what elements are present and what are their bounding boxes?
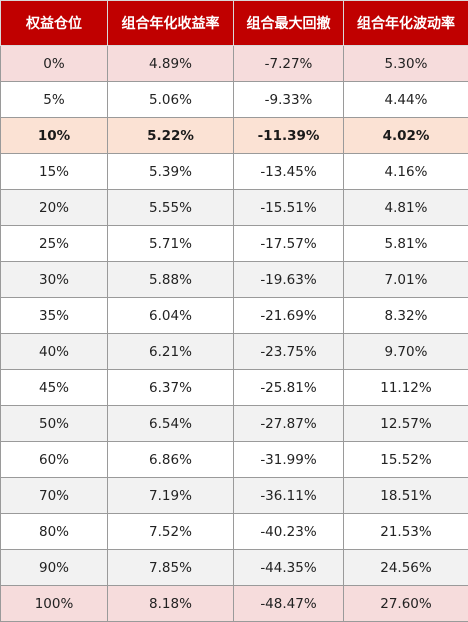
table-row: 70%7.19%-36.11%18.51% xyxy=(1,478,468,514)
cell-annualized-return: 5.06% xyxy=(108,82,234,118)
cell-equity-position: 50% xyxy=(1,406,108,442)
header-max-drawdown: 组合最大回撤 xyxy=(234,1,344,46)
table-row: 100%8.18%-48.47%27.60% xyxy=(1,586,468,622)
table-row: 5%5.06%-9.33%4.44% xyxy=(1,82,468,118)
cell-equity-position: 90% xyxy=(1,550,108,586)
cell-annualized-volatility: 9.70% xyxy=(344,334,468,370)
cell-equity-position: 5% xyxy=(1,82,108,118)
cell-annualized-return: 7.19% xyxy=(108,478,234,514)
cell-equity-position: 60% xyxy=(1,442,108,478)
cell-max-drawdown: -25.81% xyxy=(234,370,344,406)
table-row: 15%5.39%-13.45%4.16% xyxy=(1,154,468,190)
cell-annualized-volatility: 5.30% xyxy=(344,46,468,82)
table-row: 0%4.89%-7.27%5.30% xyxy=(1,46,468,82)
cell-annualized-volatility: 8.32% xyxy=(344,298,468,334)
header-annualized-volatility: 组合年化波动率 xyxy=(344,1,468,46)
cell-annualized-volatility: 5.81% xyxy=(344,226,468,262)
cell-max-drawdown: -13.45% xyxy=(234,154,344,190)
header-equity-position: 权益仓位 xyxy=(1,1,108,46)
cell-annualized-return: 6.21% xyxy=(108,334,234,370)
cell-annualized-volatility: 24.56% xyxy=(344,550,468,586)
cell-max-drawdown: -44.35% xyxy=(234,550,344,586)
cell-equity-position: 100% xyxy=(1,586,108,622)
table-row: 40%6.21%-23.75%9.70% xyxy=(1,334,468,370)
cell-annualized-volatility: 18.51% xyxy=(344,478,468,514)
table-row: 30%5.88%-19.63%7.01% xyxy=(1,262,468,298)
cell-max-drawdown: -40.23% xyxy=(234,514,344,550)
cell-annualized-return: 6.86% xyxy=(108,442,234,478)
cell-annualized-return: 8.18% xyxy=(108,586,234,622)
cell-max-drawdown: -21.69% xyxy=(234,298,344,334)
cell-max-drawdown: -23.75% xyxy=(234,334,344,370)
cell-annualized-volatility: 15.52% xyxy=(344,442,468,478)
cell-max-drawdown: -9.33% xyxy=(234,82,344,118)
cell-max-drawdown: -36.11% xyxy=(234,478,344,514)
cell-annualized-volatility: 12.57% xyxy=(344,406,468,442)
cell-annualized-return: 7.52% xyxy=(108,514,234,550)
cell-annualized-return: 4.89% xyxy=(108,46,234,82)
table-row: 80%7.52%-40.23%21.53% xyxy=(1,514,468,550)
cell-equity-position: 35% xyxy=(1,298,108,334)
cell-equity-position: 80% xyxy=(1,514,108,550)
table-row: 25%5.71%-17.57%5.81% xyxy=(1,226,468,262)
cell-max-drawdown: -48.47% xyxy=(234,586,344,622)
header-row: 权益仓位 组合年化收益率 组合最大回撤 组合年化波动率 xyxy=(1,1,468,46)
cell-max-drawdown: -27.87% xyxy=(234,406,344,442)
cell-max-drawdown: -31.99% xyxy=(234,442,344,478)
cell-max-drawdown: -19.63% xyxy=(234,262,344,298)
cell-equity-position: 70% xyxy=(1,478,108,514)
table-row: 50%6.54%-27.87%12.57% xyxy=(1,406,468,442)
cell-equity-position: 15% xyxy=(1,154,108,190)
cell-annualized-return: 5.88% xyxy=(108,262,234,298)
table-row: 10%5.22%-11.39%4.02% xyxy=(1,118,468,154)
cell-annualized-return: 6.04% xyxy=(108,298,234,334)
cell-annualized-volatility: 21.53% xyxy=(344,514,468,550)
cell-annualized-volatility: 7.01% xyxy=(344,262,468,298)
cell-annualized-volatility: 4.16% xyxy=(344,154,468,190)
cell-equity-position: 25% xyxy=(1,226,108,262)
cell-annualized-volatility: 4.44% xyxy=(344,82,468,118)
cell-annualized-volatility: 4.02% xyxy=(344,118,468,154)
cell-equity-position: 45% xyxy=(1,370,108,406)
cell-max-drawdown: -11.39% xyxy=(234,118,344,154)
cell-annualized-volatility: 4.81% xyxy=(344,190,468,226)
cell-max-drawdown: -17.57% xyxy=(234,226,344,262)
table-row: 60%6.86%-31.99%15.52% xyxy=(1,442,468,478)
header-annualized-return: 组合年化收益率 xyxy=(108,1,234,46)
cell-annualized-volatility: 11.12% xyxy=(344,370,468,406)
cell-max-drawdown: -7.27% xyxy=(234,46,344,82)
table-row: 20%5.55%-15.51%4.81% xyxy=(1,190,468,226)
cell-max-drawdown: -15.51% xyxy=(234,190,344,226)
cell-equity-position: 20% xyxy=(1,190,108,226)
cell-annualized-return: 6.54% xyxy=(108,406,234,442)
cell-annualized-return: 5.39% xyxy=(108,154,234,190)
table-body: 0%4.89%-7.27%5.30%5%5.06%-9.33%4.44%10%5… xyxy=(1,46,468,622)
cell-annualized-volatility: 27.60% xyxy=(344,586,468,622)
table-row: 90%7.85%-44.35%24.56% xyxy=(1,550,468,586)
cell-annualized-return: 5.55% xyxy=(108,190,234,226)
cell-equity-position: 40% xyxy=(1,334,108,370)
cell-equity-position: 0% xyxy=(1,46,108,82)
table-row: 45%6.37%-25.81%11.12% xyxy=(1,370,468,406)
table-row: 35%6.04%-21.69%8.32% xyxy=(1,298,468,334)
cell-annualized-return: 5.71% xyxy=(108,226,234,262)
cell-equity-position: 10% xyxy=(1,118,108,154)
cell-annualized-return: 7.85% xyxy=(108,550,234,586)
cell-equity-position: 30% xyxy=(1,262,108,298)
cell-annualized-return: 6.37% xyxy=(108,370,234,406)
cell-annualized-return: 5.22% xyxy=(108,118,234,154)
